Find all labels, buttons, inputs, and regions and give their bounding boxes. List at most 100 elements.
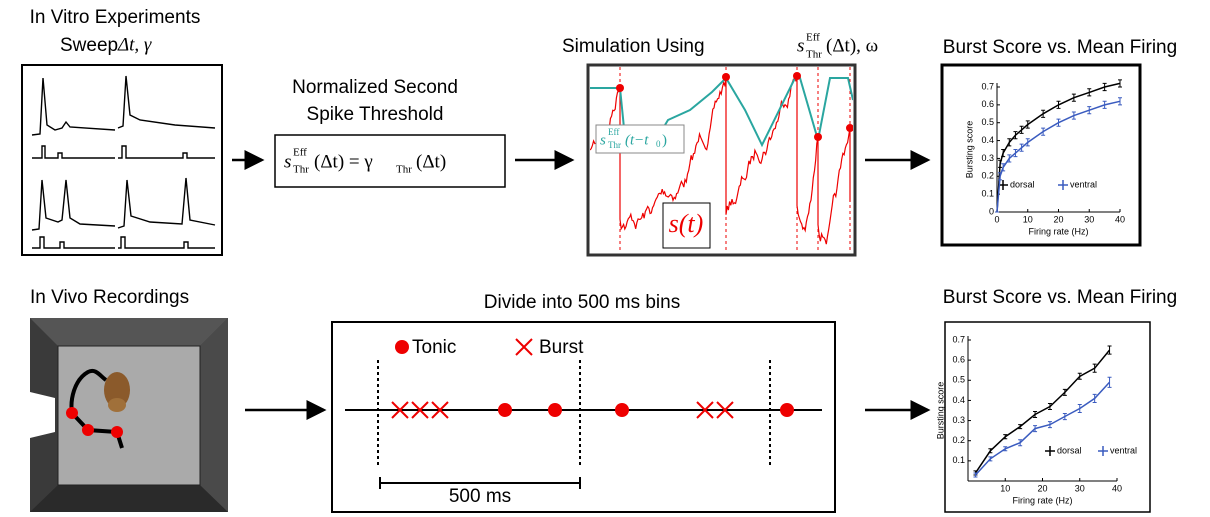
error-bar [1056, 100, 1061, 109]
series-line [974, 349, 1111, 474]
label-part: (t−t [625, 132, 649, 148]
spike-dot [846, 124, 853, 132]
error-bar [1003, 434, 1008, 440]
error-bar [988, 456, 993, 462]
error-bar [1047, 402, 1052, 410]
error-bar [1001, 149, 1006, 158]
error-bar [1041, 127, 1046, 136]
x-tick-label: 20 [1037, 483, 1047, 493]
x-axis-label: Firing rate (Hz) [1012, 495, 1072, 505]
legend-label: dorsal [1057, 445, 1082, 455]
error-bar [1087, 106, 1092, 115]
trace-box [21, 64, 223, 256]
error-bar [1071, 111, 1076, 120]
y-tick-label: 0.4 [981, 135, 994, 145]
error-bar [1025, 138, 1030, 147]
legend-label: Tonic [412, 337, 456, 358]
title-math-sup: Eff [806, 32, 820, 44]
y-tick-label: 0 [989, 206, 994, 216]
formula-sup: Eff [293, 147, 307, 159]
label-sup: Eff [608, 127, 619, 137]
formula-part: (Δt) = γ [314, 151, 373, 172]
error-bar [1107, 376, 1112, 388]
spike-dot [814, 133, 822, 141]
error-bar [998, 159, 1003, 168]
y-tick-label: 0.4 [952, 395, 965, 405]
title-math: s [797, 35, 804, 56]
x-tick-label: 30 [1084, 214, 1094, 224]
error-bar [1118, 97, 1122, 106]
error-bar [1018, 424, 1023, 430]
arena [30, 318, 228, 512]
error-bar [1092, 363, 1097, 373]
formula-part: (Δt) [416, 151, 446, 172]
error-bar [1087, 88, 1092, 97]
error-bar [1007, 154, 1012, 163]
formula: s Eff Thr (Δt) = γ Thr (Δt) [284, 147, 446, 176]
y-tick-label: 0.2 [952, 435, 965, 445]
error-bar [1107, 345, 1112, 355]
legend-marker [1098, 446, 1108, 456]
label-box [595, 124, 685, 154]
label-part: ) [662, 132, 667, 148]
y-tick-label: 0.5 [981, 117, 994, 127]
y-tick-label: 0.2 [981, 171, 994, 181]
legend-label: Burst [539, 337, 584, 358]
error-bar [1003, 446, 1008, 452]
y-tick-label: 0.5 [952, 375, 965, 385]
panel-subtitle-math: Δt, γ [117, 34, 152, 55]
error-bar [1077, 403, 1082, 414]
y-tick-label: 0.7 [981, 81, 994, 91]
title-math-sub: Thr [806, 49, 822, 61]
y-axis-label: Bursting score [935, 382, 945, 440]
legend-label: dorsal [1010, 179, 1035, 189]
error-bar [1019, 125, 1024, 134]
y-tick-label: 0.3 [981, 153, 994, 163]
panel-title: In Vivo Recordings [30, 287, 189, 308]
label-sub: Thr [608, 140, 621, 150]
legend-label: ventral [1110, 445, 1137, 455]
formula-box [274, 134, 506, 188]
signal-label: s(t) [669, 209, 704, 238]
x-tick-label: 10 [1000, 483, 1010, 493]
y-tick-label: 0.6 [952, 355, 965, 365]
error-bar [1102, 82, 1107, 92]
chart: Burst Score vs. Mean Firing 0.1 0.2 0.3 0.4 0… [935, 287, 1177, 505]
error-bar [1033, 411, 1038, 419]
y-tick-label: 0.6 [981, 99, 994, 109]
legend-marker [1045, 446, 1055, 456]
error-bar [1062, 388, 1067, 396]
x-tick-label: 40 [1112, 483, 1122, 493]
error-bar [988, 448, 993, 454]
scale-label: 500 ms [449, 486, 511, 507]
formula-sub: Thr [396, 164, 412, 176]
chart-title: Burst Score vs. Mean Firing [943, 287, 1177, 308]
title-math: (Δt), ω [826, 35, 878, 56]
signal-trace [590, 75, 851, 245]
simulation-plot [590, 67, 853, 253]
chart: Burst Score vs. Mean Firing 0 0.1 0.2 0.3 0.4… [943, 37, 1177, 236]
series-line [974, 381, 1111, 476]
chart-frame [944, 321, 1151, 513]
y-tick-label: 0.7 [952, 334, 965, 344]
error-bar [1001, 163, 1006, 172]
bins-box [331, 321, 836, 513]
x-tick-label: 0 [994, 214, 999, 224]
simulation-box [586, 63, 857, 257]
error-bar [1047, 421, 1052, 429]
error-bar [1092, 393, 1097, 403]
spike-dot [616, 84, 624, 92]
y-tick-label: 0.3 [952, 415, 965, 425]
label-part: s [600, 132, 606, 148]
panel-title: Normalized Second [292, 77, 458, 98]
formula-sub: Thr [293, 164, 309, 176]
chart-frame [940, 63, 1142, 247]
legend-label: ventral [1070, 179, 1097, 189]
error-bar [1062, 413, 1067, 421]
panel-title: Spike Threshold [307, 104, 444, 125]
legend-marker [1058, 180, 1068, 190]
x-tick-label: 20 [1053, 214, 1063, 224]
error-bar [1018, 439, 1023, 447]
error-bar [1071, 93, 1076, 102]
